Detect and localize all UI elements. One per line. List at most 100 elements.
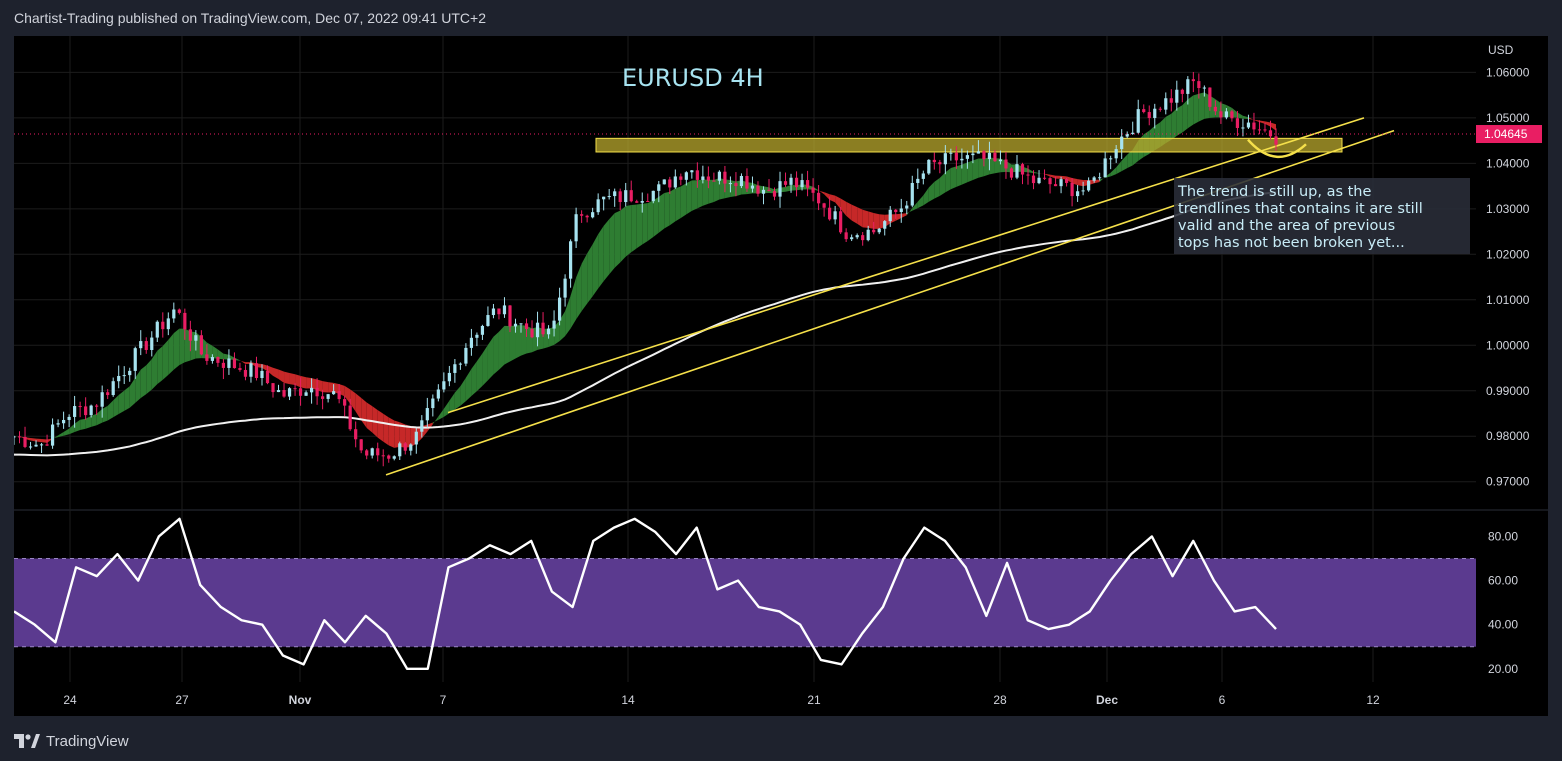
candle-body [778,181,782,197]
time-axis[interactable]: 24 27 Nov 7 14 21 28 Dec 6 12 [63,693,1380,707]
price-axis[interactable]: 1.06000 1.05000 1.04000 1.03000 1.02000 1.010… [1476,43,1542,676]
candle-body [1142,109,1146,113]
ema-cloud-segment [1176,105,1183,136]
candle-body [679,176,683,180]
ema-cloud-segment [917,195,924,209]
candle-body [954,152,958,161]
ema-cloud-segment [261,364,268,372]
candle-body [811,187,815,193]
trendlines[interactable] [385,117,1395,476]
ema-cloud-segment [956,164,962,187]
candle-body [993,152,997,162]
candle-body [1219,111,1223,118]
highlight-arc[interactable] [1247,138,1307,159]
ema-cloud-segment [52,435,59,439]
candle-body [491,308,496,316]
candle-body [260,370,264,379]
ema-cloud-segment [63,428,70,436]
candle-body [982,151,986,160]
ema-cloud-segment [113,394,119,418]
candle-body [376,448,380,456]
candle-body [392,456,396,459]
ema-cloud-segment [923,187,929,206]
candle-body [701,176,705,180]
price-tick-label: 0.97000 [1486,475,1530,489]
candle-body [381,455,385,457]
publisher-header: Chartist-Trading published on TradingVie… [0,0,1562,36]
ema-cloud-segment [487,336,494,381]
ema-cloud-segment [443,400,450,417]
rsi-tick-label: 40.00 [1488,618,1518,632]
ema-cloud-segment [785,184,792,192]
candle-body [960,158,964,161]
candle-body [613,191,617,197]
candle-body [1120,136,1124,150]
ema-cloud-segment [322,381,329,393]
last-price-tag[interactable] [1476,125,1542,144]
candle-body [111,381,115,396]
candle-body [1004,159,1008,169]
candle-body [117,375,121,382]
candle-body [1197,81,1201,88]
ema-cloud-segment [151,350,158,390]
candle-body [1175,89,1179,103]
tradingview-logo-text: TradingView [46,732,129,750]
ema-cloud-segment [1270,122,1276,131]
candle-body [640,200,644,203]
ema-cloud-segment [625,205,632,257]
time-tick-label: 24 [63,693,77,707]
candle-body [1131,132,1135,134]
candle-body [535,322,540,338]
candle-body [899,208,903,212]
ema-cloud-segment [1028,168,1034,174]
ema-cloud-segment [1110,167,1117,177]
ema-cloud-segment [576,263,582,320]
candle-body [442,381,446,390]
candle-body [877,228,881,233]
ema-cloud-segment [515,325,522,359]
ema-cloud-segment [58,431,64,438]
candle-body [14,436,16,438]
ema-cloud-segment [945,168,951,193]
candle-body [949,152,953,154]
candle-body [287,388,292,397]
candle-body [128,370,132,376]
ema-cloud-segment [521,325,527,356]
ema-cloud-segment [223,353,229,360]
ema-cloud-segment [851,204,858,224]
ema-cloud-segment [587,244,593,304]
resistance-zone[interactable] [595,137,1343,153]
time-tick-label: 27 [175,693,189,707]
candle-body [227,358,231,368]
ema-cloud-segment [818,190,825,195]
candle-body [816,192,821,204]
candle-body [67,416,71,420]
candle-body [155,321,159,338]
tradingview-footer[interactable]: TradingView [14,728,129,754]
ema-cloud-segment [140,365,147,398]
price-tick-label: 1.01000 [1486,293,1530,307]
candle-body [133,348,137,371]
candle-body [1136,109,1140,133]
price-tick-label: 1.00000 [1486,338,1530,352]
note-box[interactable]: The trend is still up, as the trendlines… [1174,178,1470,254]
trendline-upper[interactable] [447,117,1365,414]
candle-body [50,424,55,446]
candle-body [139,341,143,349]
candle-body [546,328,551,335]
candle-body [888,209,892,222]
candle-body [1202,87,1206,89]
ema-cloud-segment [906,208,913,216]
candle-body [883,221,887,229]
chart-canvas[interactable]: 1.06000 1.05000 1.04000 1.03000 1.02000 1.010… [14,36,1548,716]
ema-cloud-segment [91,413,97,427]
candle-body [618,191,622,203]
ema-cloud-segment [614,210,621,268]
ema-cloud-segment [168,333,174,375]
candle-body [1087,180,1091,191]
candle-body [73,406,77,417]
candle-body [684,172,688,180]
resistance-zone-rect[interactable] [595,137,1343,153]
ema-cloud-segment [1033,171,1040,174]
chart-frame[interactable]: 1.06000 1.05000 1.04000 1.03000 1.02000 1.010… [14,36,1548,716]
